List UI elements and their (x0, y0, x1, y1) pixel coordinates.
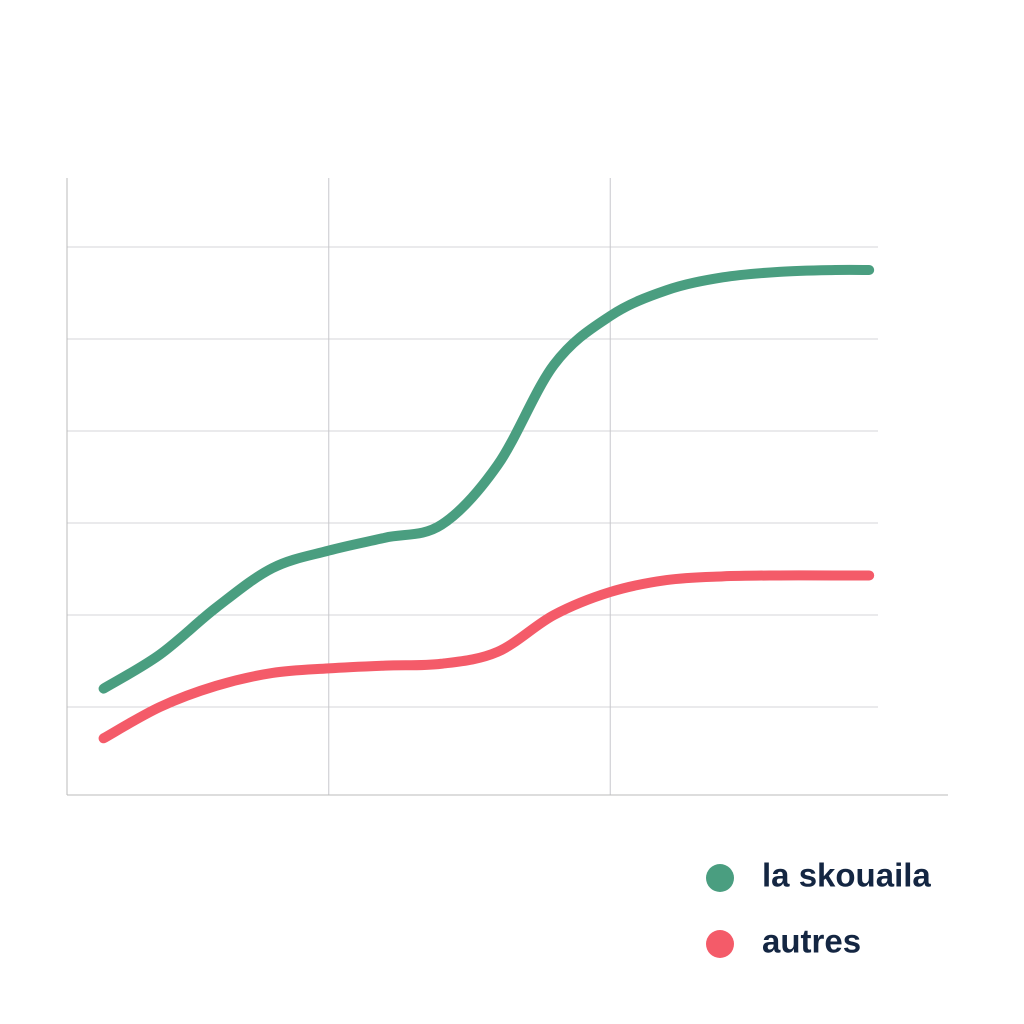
legend-label: autres (762, 923, 861, 960)
legend-label: la skouaila (762, 857, 931, 894)
line (98, 264, 875, 694)
legend-marker (706, 864, 734, 892)
line (98, 570, 875, 744)
legend-marker (706, 930, 734, 958)
